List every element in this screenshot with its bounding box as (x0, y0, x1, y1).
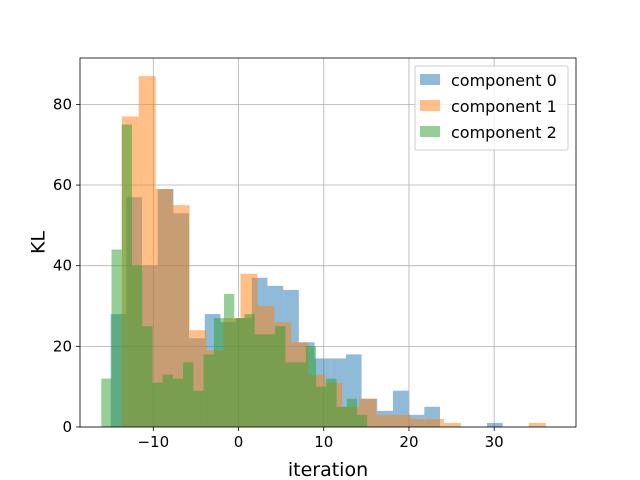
x-tick-label: −10 (137, 433, 169, 451)
histogram-bar (142, 326, 153, 427)
y-tick-label: 60 (53, 176, 72, 194)
ticks: −10 0 10 20 30 0 20 40 60 80 (53, 95, 504, 451)
series-2 (101, 124, 368, 427)
histogram-bar (410, 418, 428, 427)
x-tick-label: 0 (234, 433, 244, 451)
histogram-bar (162, 374, 173, 427)
x-tick-label: 20 (399, 433, 418, 451)
histogram-bar (244, 314, 255, 427)
histogram-bar (393, 414, 411, 427)
y-tick-label: 80 (53, 95, 72, 113)
histogram-bar (305, 346, 317, 427)
y-tick-label: 20 (53, 337, 72, 355)
y-tick-label: 40 (53, 257, 72, 275)
histogram-bar (275, 326, 286, 427)
histogram-bar (213, 318, 225, 427)
histogram-bar (443, 422, 461, 427)
histogram-bar (224, 293, 235, 427)
histogram-bar (376, 414, 394, 427)
x-tick-label: 10 (314, 433, 333, 451)
histogram-bar (234, 318, 245, 427)
y-tick-label: 0 (62, 418, 72, 436)
histogram-bar (203, 354, 214, 427)
histogram-bar (111, 249, 122, 427)
histogram-bar (487, 422, 503, 427)
histogram-bar (155, 189, 173, 427)
legend-label: component 2 (451, 123, 557, 142)
bars (101, 76, 546, 428)
histogram-bar (326, 378, 337, 427)
histogram-bar (285, 362, 296, 427)
histogram-bar (264, 334, 276, 427)
legend-frame (414, 65, 569, 151)
histogram-bar (528, 422, 546, 427)
legend-swatch (420, 74, 440, 85)
histogram-bar (131, 265, 143, 427)
histogram-bar (152, 382, 163, 427)
histogram-bar (101, 378, 112, 427)
legend: component 0 component 1 component 2 (414, 65, 569, 151)
histogram-bar (172, 378, 184, 427)
legend-swatch (420, 100, 440, 111)
y-axis-label: KL (28, 231, 50, 254)
histogram-bar (346, 398, 357, 427)
legend-label: component 0 (451, 71, 557, 90)
histogram-bar (193, 390, 204, 427)
histogram-bar (336, 406, 347, 427)
x-tick-label: 30 (485, 433, 504, 451)
legend-label: component 1 (451, 97, 557, 116)
histogram-bar (121, 124, 132, 427)
plot-frame (79, 57, 577, 428)
histogram-bar (356, 414, 368, 427)
histogram-bar (427, 418, 444, 427)
histogram-bar (316, 386, 327, 427)
legend-swatch (420, 126, 440, 137)
histogram-bar (183, 362, 194, 427)
histogram-bar (254, 334, 265, 427)
x-axis-label: iteration (288, 459, 368, 480)
histogram-bar (295, 362, 306, 427)
